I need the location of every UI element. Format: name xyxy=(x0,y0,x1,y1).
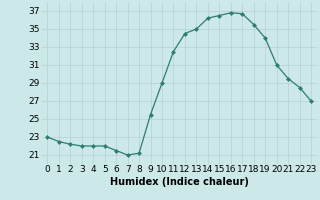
X-axis label: Humidex (Indice chaleur): Humidex (Indice chaleur) xyxy=(110,177,249,187)
